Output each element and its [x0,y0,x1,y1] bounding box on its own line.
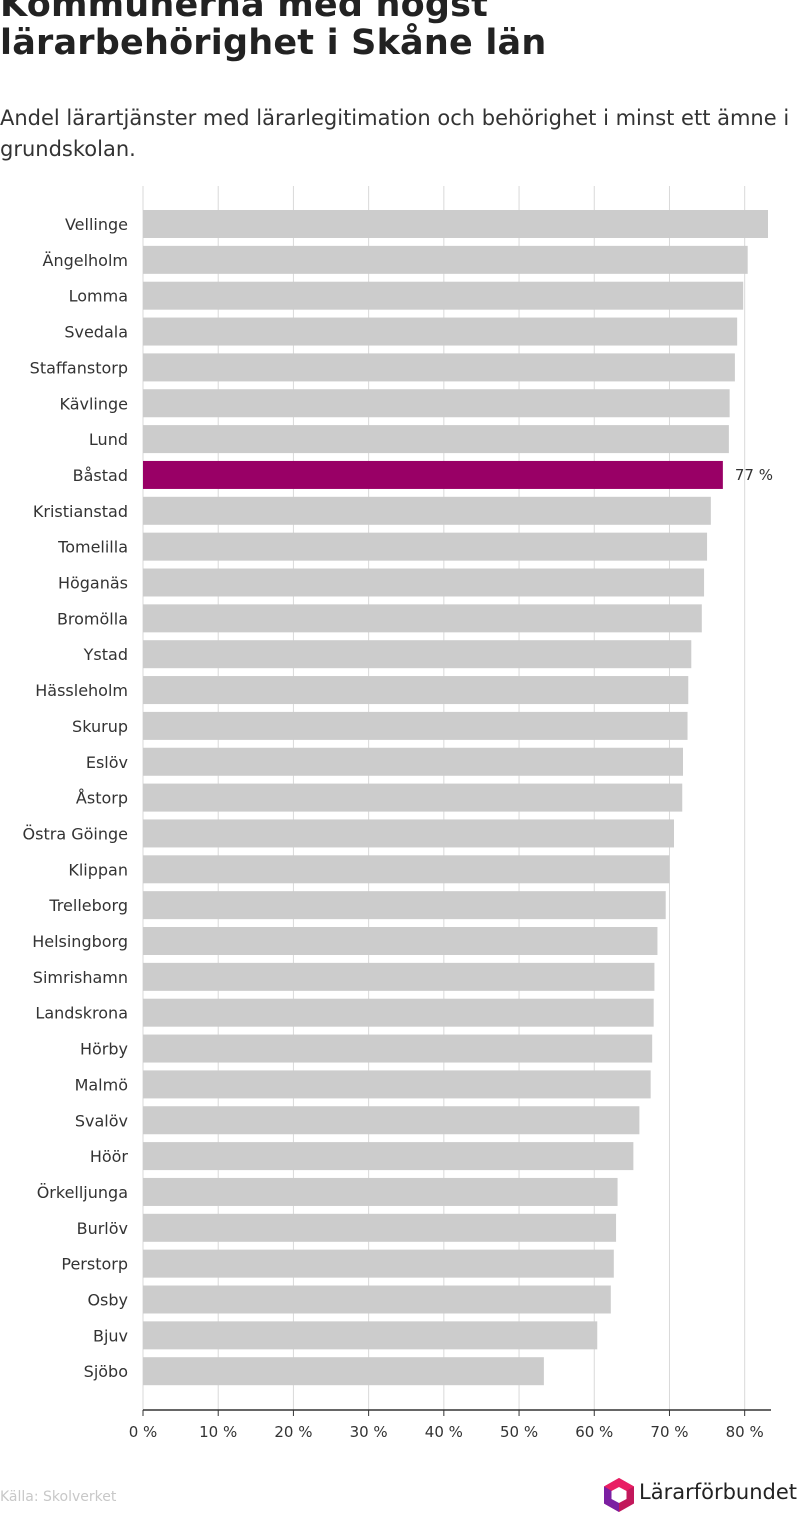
x-tick-label: 80 % [726,1423,764,1441]
category-label: Klippan [68,860,128,879]
category-label: Tomelilla [57,538,128,557]
category-label: Burlöv [77,1219,128,1238]
x-tick-label: 40 % [425,1423,463,1441]
lararforbundet-logo-icon [604,1478,634,1512]
bar [143,640,692,669]
source-note: Källa: Skolverket [0,1489,117,1505]
category-label: Svedala [64,323,128,342]
category-label: Kristianstad [33,502,128,521]
data-label: 77 % [735,466,773,484]
category-label: Sjöbo [84,1362,128,1381]
bar [143,783,683,812]
category-label: Åstorp [76,789,128,808]
category-label: Skurup [72,717,128,736]
x-tick-label: 20 % [274,1423,312,1441]
bar [143,245,748,274]
bar [143,711,688,740]
category-label: Vellinge [65,215,128,234]
bar [143,1321,598,1350]
bar [143,819,674,848]
bar [143,962,655,991]
category-label: Osby [87,1291,128,1310]
bar [143,927,658,955]
x-tick-label: 0 % [129,1423,158,1441]
bar [143,353,735,382]
bar [143,281,744,310]
category-label: Höganäs [58,574,128,593]
x-tick-label: 30 % [350,1423,388,1441]
bar [143,389,730,418]
category-label: Höör [90,1147,129,1166]
category-label: Eslöv [86,753,128,772]
bar [143,855,670,884]
bar [143,1070,651,1099]
bar [143,747,684,776]
category-label: Kävlinge [59,394,128,413]
category-label: Trelleborg [48,896,128,915]
category-label: Ystad [83,645,128,664]
category-label: Svalöv [75,1111,128,1130]
bar [143,568,705,597]
chart-title: Kommunerna med högst lärarbehörighet i S… [0,0,547,63]
logo-text: Lärarförbundet [639,1480,798,1504]
bar [143,1177,618,1206]
x-tick-label: 10 % [199,1423,237,1441]
category-label: Båstad [73,466,128,485]
bar [143,496,711,525]
category-label: Örkelljunga [37,1183,128,1202]
x-tick-label: 60 % [575,1423,613,1441]
category-label: Lund [89,430,128,449]
category-label: Bromölla [57,609,128,628]
bar [143,676,689,705]
bar [143,460,723,489]
bar [143,210,768,238]
bar [143,1034,653,1063]
bar [143,317,738,346]
bar [143,1106,640,1135]
category-label: Landskrona [35,1004,128,1023]
category-label: Östra Göinge [23,824,128,843]
category-label: Ängelholm [43,251,129,270]
bar [143,998,654,1027]
category-label: Perstorp [61,1255,128,1274]
category-label: Helsingborg [32,932,128,951]
category-label: Staffanstorp [30,358,128,377]
lararforbundet-logo: Lärarförbundet [602,1477,797,1513]
category-label: Malmö [75,1075,128,1094]
category-label: Hörby [80,1040,128,1059]
bar [143,532,708,561]
x-tick-label: 70 % [650,1423,688,1441]
category-label: Simrishamn [33,968,128,987]
bar [143,1249,614,1278]
bar [143,425,729,454]
bar [143,1142,634,1171]
bar-chart: Vellinge Ängelholm Lomma Svedala Staffanstor… [23,186,773,1441]
category-label: Hässleholm [35,681,128,700]
category-label: Lomma [69,287,128,306]
x-tick-label: 50 % [500,1423,538,1441]
bar [143,1285,611,1314]
bar [143,1213,617,1242]
bar [143,1357,544,1386]
bar [143,604,702,633]
bar [143,891,666,920]
chart-subtitle: Andel lärartjänster med lärarlegitimatio… [0,106,790,161]
category-label: Bjuv [93,1326,128,1345]
